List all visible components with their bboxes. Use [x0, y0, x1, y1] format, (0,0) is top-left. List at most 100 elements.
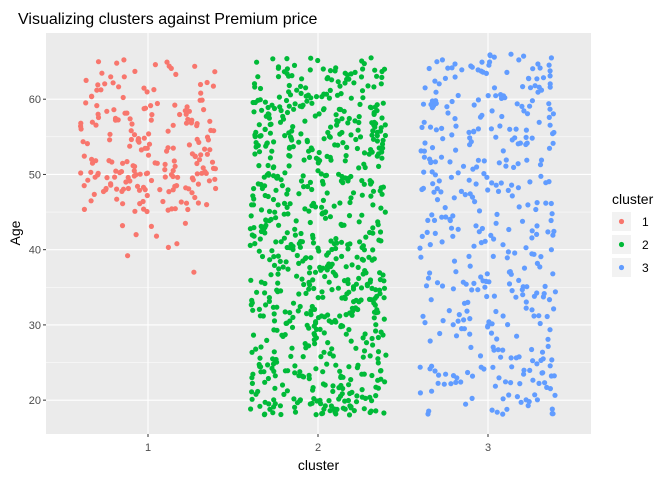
x-tick-label: 3	[485, 442, 491, 454]
data-point-cluster-2	[250, 99, 256, 106]
data-point-cluster-3	[509, 182, 515, 188]
data-point-cluster-3	[525, 202, 531, 208]
data-point-cluster-1	[144, 192, 150, 199]
data-point-cluster-1	[170, 168, 176, 174]
data-point-cluster-3	[543, 200, 549, 206]
data-point-cluster-2	[287, 92, 294, 98]
data-point-cluster-1	[132, 208, 138, 214]
data-point-cluster-3	[505, 187, 511, 193]
data-point-cluster-2	[282, 309, 288, 315]
data-point-cluster-2	[379, 115, 385, 121]
data-point-cluster-2	[286, 163, 292, 169]
data-point-cluster-2	[249, 380, 255, 386]
data-point-cluster-2	[353, 305, 359, 311]
data-point-cluster-3	[536, 380, 542, 386]
data-point-cluster-3	[531, 251, 537, 257]
data-point-cluster-2	[320, 294, 326, 300]
data-point-cluster-3	[426, 65, 432, 72]
data-point-cluster-2	[336, 106, 342, 112]
data-point-cluster-2	[356, 275, 362, 281]
data-point-cluster-2	[357, 134, 364, 140]
data-point-cluster-2	[366, 254, 372, 260]
data-point-cluster-3	[529, 307, 535, 313]
data-point-cluster-3	[436, 372, 442, 378]
data-point-cluster-2	[348, 71, 354, 77]
data-point-cluster-2	[269, 102, 275, 108]
data-point-cluster-2	[275, 64, 282, 70]
data-point-cluster-2	[345, 280, 351, 287]
data-point-cluster-3	[516, 354, 522, 360]
data-point-cluster-3	[478, 274, 484, 280]
data-point-cluster-2	[273, 187, 279, 193]
data-point-cluster-1	[128, 128, 134, 134]
data-point-cluster-2	[367, 277, 374, 283]
data-point-cluster-2	[284, 66, 290, 72]
data-point-cluster-2	[325, 250, 331, 256]
data-point-cluster-3	[523, 397, 529, 403]
data-point-cluster-3	[547, 106, 553, 112]
data-point-cluster-3	[466, 129, 472, 135]
data-point-cluster-2	[346, 412, 353, 418]
data-point-cluster-1	[88, 169, 94, 175]
data-point-cluster-2	[263, 302, 269, 308]
data-point-cluster-2	[249, 300, 255, 306]
data-point-cluster-3	[523, 299, 529, 305]
data-point-cluster-3	[449, 98, 455, 105]
data-point-cluster-3	[426, 408, 432, 414]
data-point-cluster-2	[283, 97, 290, 104]
data-point-cluster-2	[327, 351, 333, 357]
data-point-cluster-2	[352, 118, 358, 124]
data-point-cluster-3	[466, 177, 472, 183]
data-point-cluster-2	[291, 106, 297, 112]
data-point-cluster-2	[288, 135, 294, 141]
data-point-cluster-3	[526, 76, 532, 82]
data-point-cluster-2	[347, 199, 353, 206]
y-tick-label: 60	[29, 94, 41, 106]
data-point-cluster-3	[439, 214, 445, 220]
data-point-cluster-3	[491, 54, 497, 60]
data-point-cluster-2	[320, 107, 327, 113]
data-point-cluster-2	[303, 85, 309, 91]
data-point-cluster-1	[108, 182, 114, 188]
data-point-cluster-1	[144, 89, 150, 95]
data-point-cluster-3	[461, 300, 468, 306]
data-point-cluster-3	[513, 294, 519, 300]
data-point-cluster-2	[306, 279, 312, 285]
data-point-cluster-1	[165, 207, 171, 213]
data-point-cluster-2	[286, 103, 292, 109]
data-point-cluster-2	[333, 245, 339, 252]
data-point-cluster-2	[368, 193, 374, 199]
data-point-cluster-3	[458, 379, 464, 385]
data-point-cluster-3	[491, 236, 497, 242]
data-point-cluster-1	[140, 184, 147, 190]
data-point-cluster-2	[365, 83, 371, 89]
data-point-cluster-3	[534, 397, 541, 403]
data-point-cluster-1	[210, 165, 217, 171]
data-point-cluster-2	[265, 362, 271, 368]
data-point-cluster-1	[196, 157, 203, 163]
data-point-cluster-1	[195, 181, 201, 187]
data-point-cluster-3	[467, 331, 473, 337]
data-point-cluster-2	[257, 85, 264, 92]
data-point-cluster-2	[320, 66, 326, 72]
data-point-cluster-1	[137, 171, 143, 177]
y-tick-label: 20	[29, 395, 41, 407]
data-point-cluster-2	[380, 145, 386, 151]
data-point-cluster-1	[114, 196, 120, 202]
data-point-cluster-1	[154, 100, 160, 107]
data-point-cluster-3	[544, 384, 550, 390]
data-point-cluster-2	[278, 411, 284, 418]
data-point-cluster-1	[203, 170, 209, 176]
data-point-cluster-2	[349, 308, 356, 314]
data-point-cluster-1	[146, 131, 152, 137]
data-point-cluster-1	[207, 118, 213, 124]
data-point-cluster-1	[174, 241, 180, 247]
data-point-cluster-2	[354, 393, 360, 399]
data-point-cluster-2	[330, 388, 336, 394]
data-point-cluster-2	[318, 354, 324, 360]
data-point-cluster-2	[354, 254, 360, 260]
data-point-cluster-2	[373, 408, 379, 414]
data-point-cluster-1	[148, 223, 154, 229]
data-point-cluster-3	[435, 380, 441, 386]
data-point-cluster-2	[366, 151, 372, 157]
